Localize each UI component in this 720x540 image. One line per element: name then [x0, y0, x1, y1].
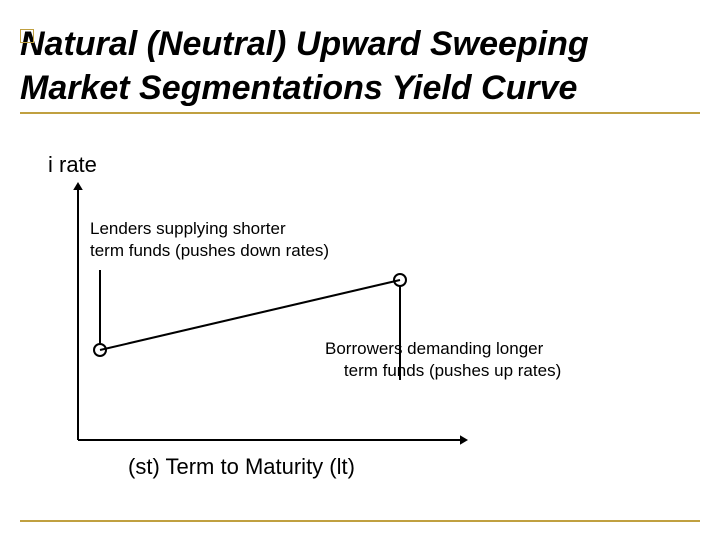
yield-curve-diagram: [0, 0, 720, 540]
borrower-arrow: [394, 274, 406, 380]
lender-arrow: [94, 270, 106, 356]
slide: Natural (Neutral) Upward Sweeping Market…: [0, 0, 720, 540]
axes: [73, 182, 468, 445]
curve-line: [100, 280, 400, 350]
footer-rule: [20, 520, 700, 522]
